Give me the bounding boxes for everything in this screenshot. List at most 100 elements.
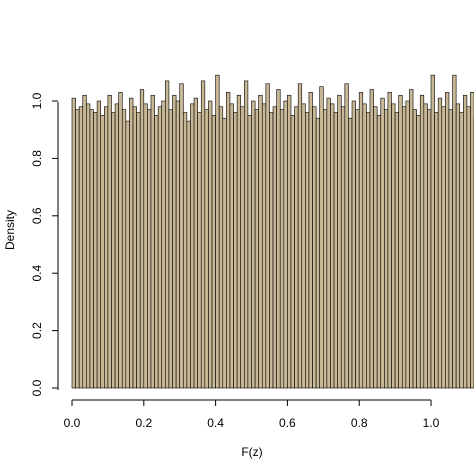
y-tick-label: 0.4	[30, 265, 44, 282]
histogram-bar	[200, 80, 206, 389]
histogram-bar	[412, 109, 417, 389]
histogram-bar	[125, 120, 130, 389]
histogram-bar	[391, 103, 396, 389]
histogram-bar	[380, 97, 385, 389]
x-tick-label: 0.0	[64, 416, 81, 430]
histogram-bar	[434, 112, 439, 389]
histogram-bar	[405, 100, 410, 389]
histogram-bar	[218, 106, 224, 389]
histogram-bar	[104, 106, 109, 389]
y-tick-label: 1.0	[30, 92, 44, 109]
histogram-bar	[161, 100, 166, 389]
histogram-bar	[398, 94, 403, 389]
histogram-bar	[154, 115, 159, 389]
x-tick-label: 0.6	[279, 416, 296, 430]
histogram-bar	[445, 92, 450, 389]
histogram-bar	[118, 92, 123, 389]
histogram-bar	[175, 100, 181, 389]
y-tick-label: 0.8	[30, 150, 44, 167]
histogram-bar	[261, 103, 267, 389]
histogram-bar	[427, 109, 432, 389]
histogram-bar	[111, 112, 116, 389]
histogram-bar	[470, 92, 474, 389]
histogram-bar	[448, 109, 453, 389]
histogram-bar	[132, 106, 137, 389]
histogram-bar	[369, 89, 374, 389]
histogram-bar	[96, 100, 102, 389]
histogram-bar	[301, 103, 306, 389]
histogram-bar	[86, 103, 91, 389]
histogram-bar	[312, 106, 317, 389]
histogram-bar	[419, 94, 425, 389]
histogram-bar	[168, 109, 173, 389]
histogram-bar	[283, 100, 288, 389]
histogram-bar	[308, 92, 313, 389]
histogram-bar	[452, 74, 457, 389]
histogram-bar	[340, 106, 346, 389]
histogram-bar	[315, 117, 321, 389]
histogram-bar	[193, 97, 198, 389]
histogram-bar	[394, 112, 399, 389]
histogram-bar	[157, 106, 163, 389]
x-axis-ticks: 0.0 0.2 0.4 0.6 0.8 1.0	[64, 400, 440, 430]
histogram-bar	[294, 106, 299, 389]
histogram-bar	[376, 115, 382, 389]
histogram-bar	[272, 106, 277, 389]
histogram-bar	[351, 100, 356, 389]
y-tick-label: 0.6	[30, 207, 44, 224]
histogram-bar	[143, 103, 148, 389]
histogram-bar	[139, 89, 145, 389]
histogram-bar	[387, 92, 392, 389]
histogram-bar	[229, 103, 234, 389]
histogram-bar	[358, 92, 364, 389]
histogram-bar	[362, 103, 367, 389]
histogram-bars	[71, 74, 474, 389]
histogram-bar	[455, 103, 461, 389]
histogram-bar	[182, 112, 188, 389]
x-tick-label: 0.4	[207, 416, 224, 430]
histogram-bar	[75, 109, 80, 389]
histogram-bar	[82, 94, 87, 389]
histogram-bar	[254, 109, 259, 389]
y-axis-label: Density	[3, 210, 17, 250]
histogram-bar	[423, 103, 428, 389]
histogram-bar	[337, 94, 342, 389]
x-tick-label: 1.0	[423, 416, 440, 430]
histogram-bar	[409, 89, 414, 389]
histogram-bar	[366, 112, 371, 389]
histogram-bar	[114, 103, 119, 389]
histogram-bar	[129, 97, 134, 389]
histogram-bar	[179, 83, 184, 389]
histogram-bar	[240, 106, 245, 389]
histogram-bar	[290, 115, 295, 389]
histogram-bar	[344, 83, 349, 389]
histogram-bar	[244, 80, 249, 389]
histogram-bar	[107, 94, 112, 389]
histogram-bar	[222, 117, 227, 389]
histogram-bar	[236, 94, 242, 389]
histogram-bar	[416, 115, 421, 389]
histogram-bar	[348, 117, 353, 389]
histogram-bar	[233, 112, 238, 389]
histogram-bar	[265, 83, 270, 389]
histogram-bar	[269, 112, 274, 389]
y-axis-ticks: 0.0 0.2 0.4 0.6 0.8 1.0	[30, 92, 58, 396]
histogram-bar	[89, 109, 94, 389]
histogram-bar	[326, 97, 331, 389]
x-tick-label: 0.8	[351, 416, 368, 430]
histogram-bar	[322, 109, 328, 389]
histogram-bar	[441, 106, 446, 389]
histogram-bar	[437, 97, 443, 389]
histogram-bar	[430, 74, 435, 389]
x-axis-label: F(z)	[241, 445, 262, 459]
histogram-bar	[459, 112, 464, 389]
histogram-bar	[172, 94, 177, 389]
histogram-bar	[305, 112, 310, 389]
histogram-bar	[208, 100, 213, 389]
histogram-bar	[333, 112, 338, 389]
histogram-bar	[190, 103, 195, 389]
histogram-bar	[463, 94, 468, 389]
histogram-bar	[258, 94, 263, 389]
histogram-bar	[121, 109, 127, 389]
